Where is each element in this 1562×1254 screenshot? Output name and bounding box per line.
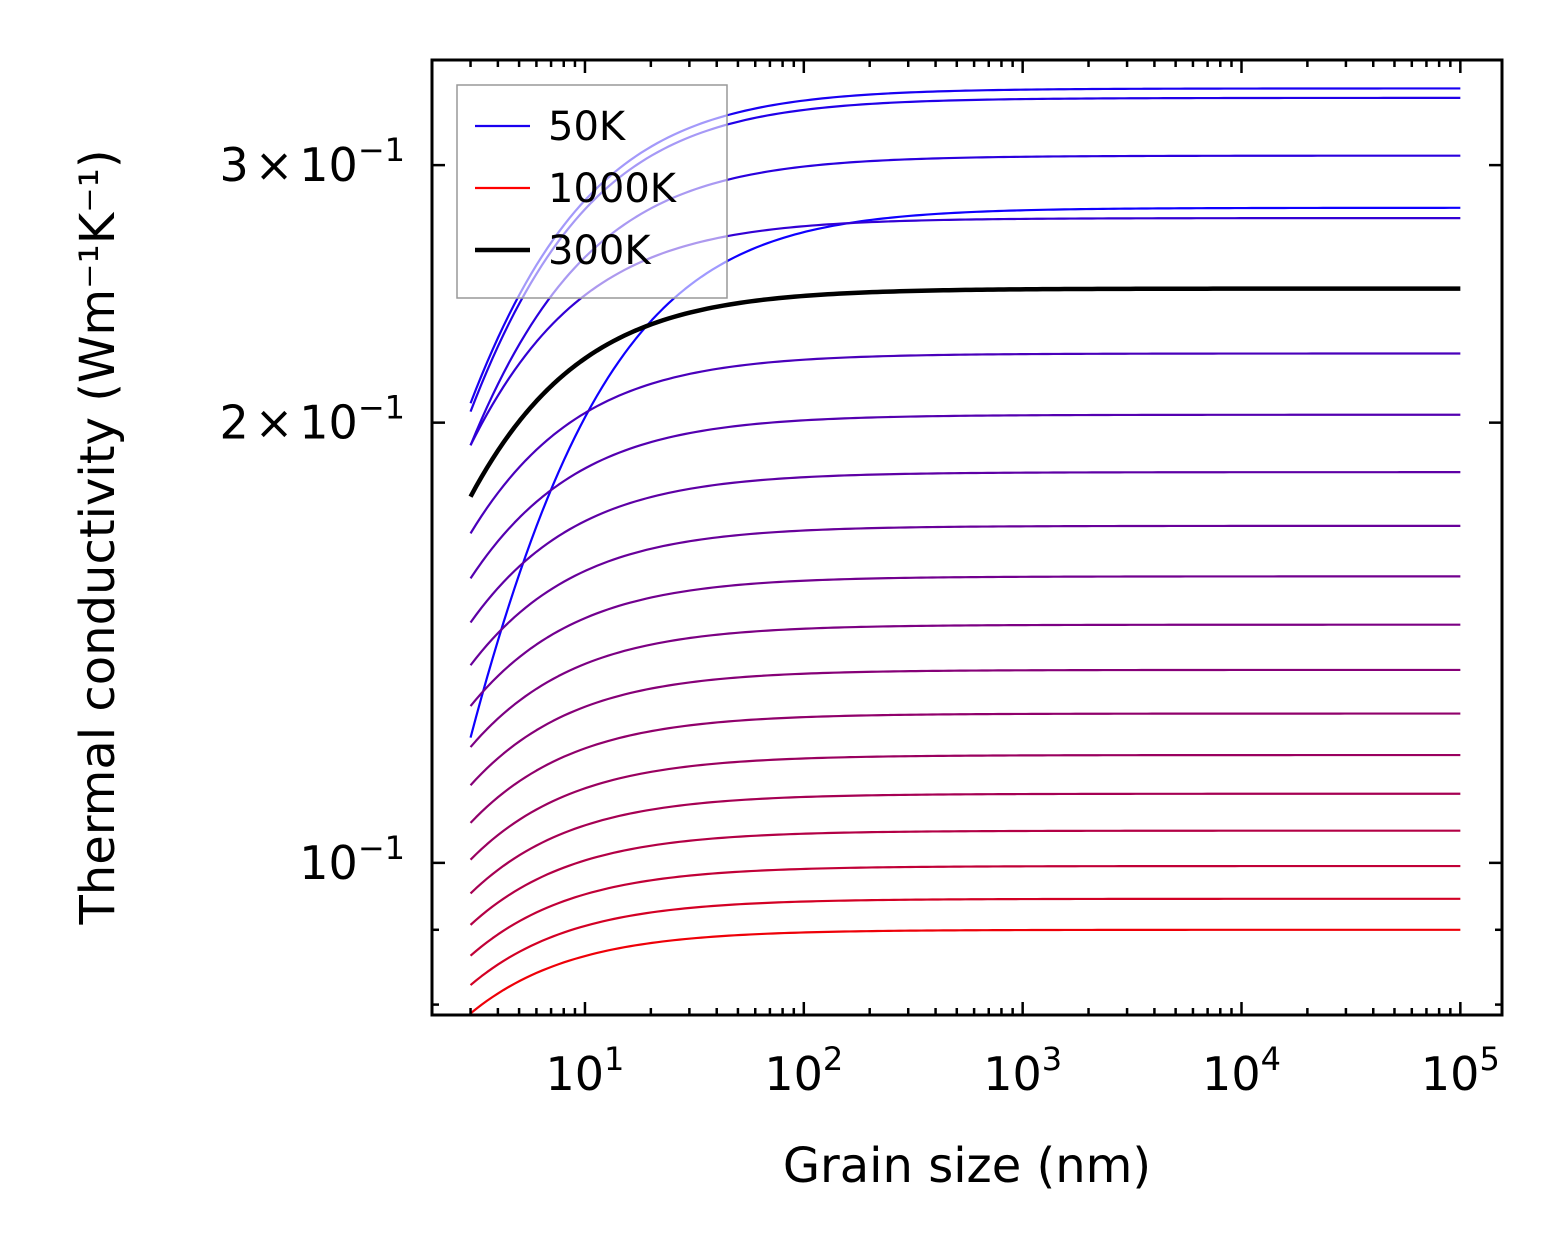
series-line-550k — [469, 575, 1461, 707]
x-tick-label: 103 — [983, 1040, 1062, 1101]
x-tick-label: 101 — [546, 1040, 625, 1101]
series-line-950k — [469, 897, 1461, 986]
series-line-800k — [469, 792, 1461, 895]
x-tick-label: 102 — [764, 1040, 843, 1101]
series-line-750k — [469, 753, 1461, 861]
tick-labels: 101 102 103 104 105 3 × 10−1 2 × 10−1 10−1 — [219, 131, 1499, 1101]
x-tick-label: 105 — [1421, 1040, 1500, 1101]
series-line-850k — [469, 829, 1461, 926]
y-tick-label: 3 × 10−1 — [219, 131, 405, 192]
y-axis-title: Thermal conductivity (Wm⁻¹K⁻¹) — [70, 149, 126, 925]
legend-label-50k: 50K — [548, 104, 627, 150]
legend-box — [456, 84, 728, 299]
series-line-650k — [469, 668, 1461, 786]
y-tick-label: 2 × 10−1 — [219, 389, 405, 450]
series-line-900k — [469, 864, 1461, 957]
series-line-600k — [469, 623, 1461, 748]
x-tick-label: 104 — [1202, 1040, 1281, 1101]
legend: 50K 1000K 300K — [456, 84, 728, 299]
series-line-1000k — [469, 928, 1461, 1015]
series-line-450k — [469, 471, 1461, 624]
x-axis-title: Grain size (nm) — [783, 1138, 1151, 1194]
ticks-layer — [430, 60, 1502, 1015]
series-line-300k — [468, 286, 1461, 498]
series-line-400k — [469, 413, 1461, 580]
series-line-350k — [469, 352, 1461, 534]
legend-label-300k: 300K — [548, 228, 652, 274]
series-line-700k — [469, 712, 1461, 824]
series-line-50k — [469, 206, 1461, 738]
legend-label-1000k: 1000K — [548, 166, 678, 212]
series-line-500k — [469, 524, 1461, 666]
plot-frame — [430, 58, 1504, 1017]
y-tick-label: 10−1 — [299, 829, 405, 890]
series-layer — [468, 87, 1461, 1015]
